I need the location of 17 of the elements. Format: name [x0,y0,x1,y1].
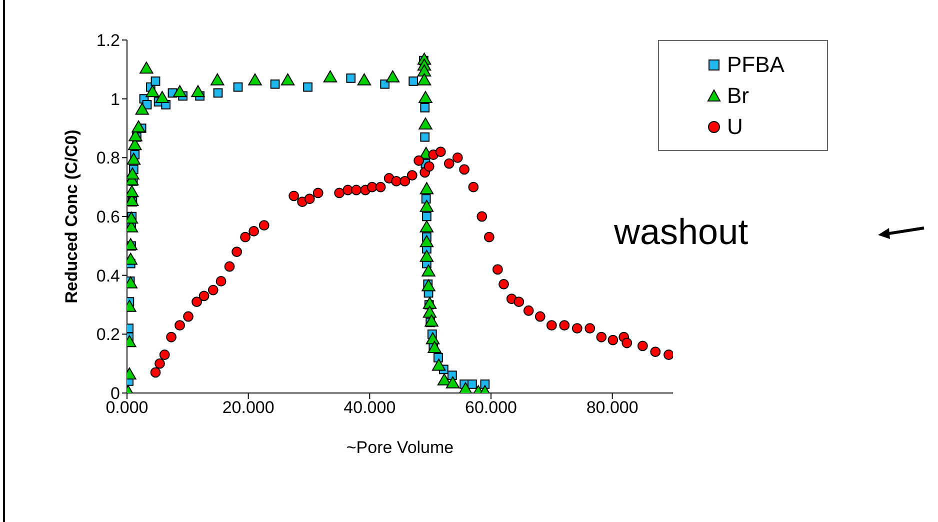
y-tick-label: 0.4 [96,266,120,286]
x-tick-label: 0.000 [106,398,148,418]
legend-label: U [727,114,743,140]
y-tick-label: 1.2 [96,31,120,50]
y-axis-title: Reduced Conc (C/C0) [62,130,82,304]
y-tick-label: 0.2 [96,325,120,344]
legend-label: PFBA [727,52,784,78]
x-axis-title: ~Pore Volume [346,438,454,457]
y-tick-label: 0.6 [96,208,120,227]
x-tick-label: 60.000 [465,398,517,418]
annotation: washout [614,211,748,253]
x-tick-label: 20.000 [222,398,274,418]
x-tick-label: 40.000 [344,398,396,418]
x-tick-label: 80.000 [586,398,638,418]
y-tick-label: 0.8 [96,148,120,168]
legend-label: Br [727,82,749,108]
y-tick-label: 1 [110,90,120,109]
